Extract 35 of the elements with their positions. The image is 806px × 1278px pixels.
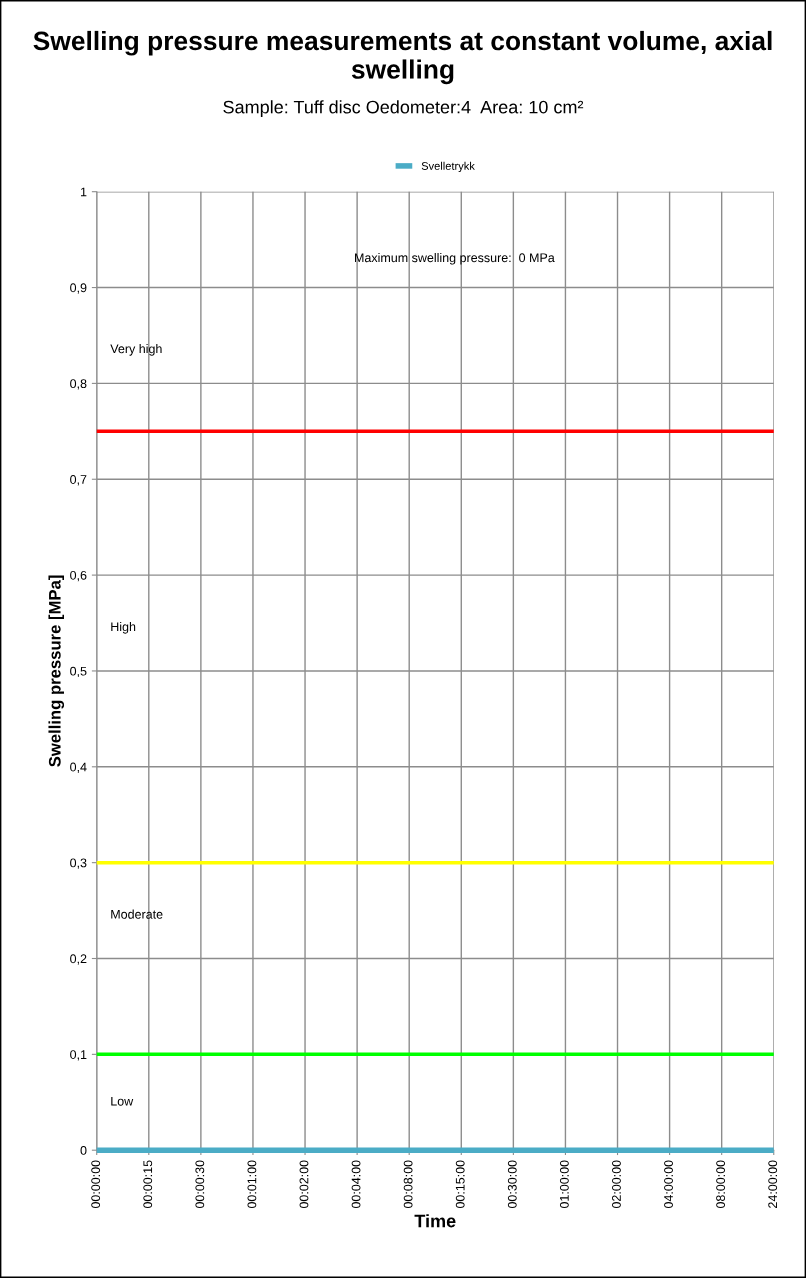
y-tick-label: 0,4 (70, 762, 87, 773)
y-tick-label: 0 (80, 1146, 87, 1155)
y-tick-label: 1 (81, 187, 87, 197)
y-tick-label: 0,2 (70, 954, 87, 965)
x-tick-label: 08:00:00 (716, 1160, 726, 1209)
x-tick-label: 00:30:00 (507, 1160, 517, 1209)
x-tick-label: 04:00:00 (664, 1160, 673, 1209)
annotation: Maximum swelling pressure: 0 MPa (355, 252, 555, 265)
chart-title: Swelling pressure measurements at constant volume, axial swelling (33, 30, 772, 85)
x-tick-label: 00:08:00 (403, 1160, 413, 1209)
x-tick-label: 01:00:00 (559, 1160, 569, 1209)
legend-label: Svelletrykk (421, 161, 475, 173)
x-tick-label: 24:00:00 (768, 1160, 778, 1208)
chart-subtitle: Sample: Tuff disc Oedometer:4 Area: 10 cm² (223, 100, 584, 118)
x-tick-label: 00:15:00 (455, 1160, 465, 1209)
y-tick-label: 0,7 (70, 475, 87, 486)
y-axis-title: Swelling pressure [MPa] (48, 575, 65, 767)
y-tick-label: 0,1 (70, 1050, 87, 1061)
x-tick-label: 00:00:30 (195, 1160, 205, 1209)
x-tick-label: 00:01:00 (247, 1160, 257, 1209)
annotation: Very high (110, 344, 162, 356)
y-tick-label: 0,6 (70, 570, 87, 582)
x-axis-title: Time (414, 1214, 456, 1228)
x-tick-label: 00:00:00 (91, 1160, 101, 1209)
annotation: Low (111, 1096, 134, 1106)
x-tick-label: 00:00:15 (143, 1160, 153, 1209)
x-tick-label: 02:00:00 (612, 1160, 621, 1209)
x-tick-label: 00:04:00 (351, 1160, 361, 1209)
y-tick-label: 0,9 (70, 283, 87, 294)
y-tick-label: 0,8 (70, 379, 87, 390)
y-tick-label: 0,3 (70, 858, 87, 869)
annotation: High (111, 621, 136, 634)
annotation: Moderate (111, 909, 163, 919)
y-tick-label: 0,5 (70, 666, 87, 678)
x-tick-label: 00:02:00 (299, 1160, 309, 1209)
